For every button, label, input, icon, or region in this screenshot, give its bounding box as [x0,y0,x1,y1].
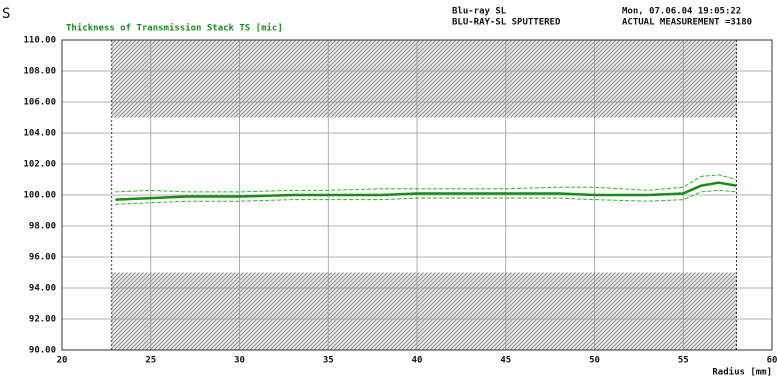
x-tick-label: 50 [589,356,600,366]
limit-band [111,272,737,350]
plot-frame [61,39,773,351]
series-line [115,174,737,193]
x-tick-label: 20 [57,356,68,366]
limit-band [111,40,737,118]
y-tick-label: 102.00 [23,160,56,170]
header-left: Blu-ray SL [452,7,507,17]
y-tick-label: 104.00 [23,129,56,139]
x-tick-label: 35 [323,356,334,366]
y-tick-label: 108.00 [23,67,56,77]
x-tick-label: 45 [500,356,511,366]
corner-mark: S [2,6,10,22]
y-tick-label: 92.00 [29,315,56,325]
chart-title: Thickness of Transmission Stack TS [mic] [66,23,283,34]
y-tick-label: 98.00 [29,222,56,232]
header-right: Mon, 07.06.04 19:05:22 [622,7,741,17]
y-tick-label: 106.00 [23,98,56,108]
series-line [115,189,737,205]
x-tick-label: 25 [145,356,156,366]
header-left: BLU-RAY-SL SPUTTERED [452,18,561,28]
x-tick-label: 60 [767,356,777,366]
x-tick-label: 30 [234,356,245,366]
x-axis-label: Radius [mm] [712,367,772,378]
y-tick-label: 110.00 [23,36,56,46]
y-tick-label: 94.00 [29,284,56,294]
y-tick-label: 90.00 [29,346,56,356]
y-tick-label: 96.00 [29,253,56,263]
header-right: ACTUAL MEASUREMENT =3180 [622,18,752,28]
x-tick-label: 55 [678,356,689,366]
y-tick-label: 100.00 [23,191,56,201]
series-line [115,181,737,201]
x-tick-label: 40 [412,356,423,366]
